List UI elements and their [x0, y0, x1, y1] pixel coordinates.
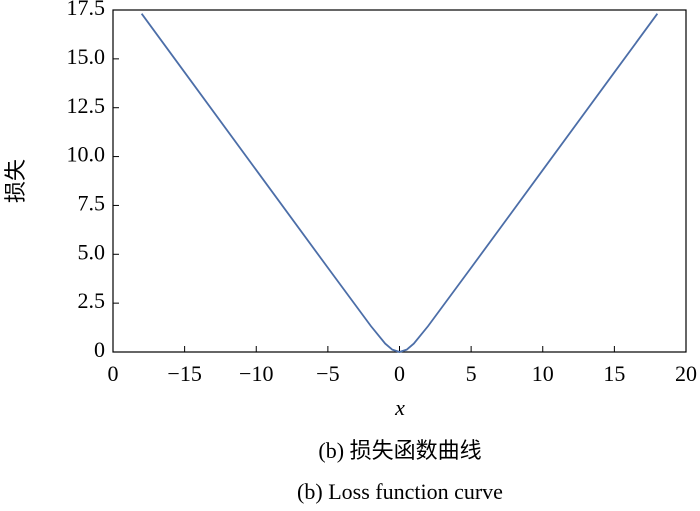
- x-tick-label: 20: [675, 361, 697, 386]
- x-axis-label: x: [394, 395, 405, 420]
- y-tick-label: 2.5: [78, 288, 106, 313]
- x-tick-label: 5: [466, 361, 477, 386]
- loss-curve: [140, 13, 659, 353]
- y-tick-label: 10.0: [67, 142, 106, 167]
- x-tick-label: 0: [394, 361, 405, 386]
- x-tick-label: 10: [532, 361, 554, 386]
- plot-frame: [112, 9, 687, 353]
- x-tick-label: −15: [167, 361, 201, 386]
- y-tick-label: 7.5: [78, 190, 106, 215]
- y-axis-label: 损失: [3, 159, 28, 203]
- x-tick-label: −5: [316, 361, 339, 386]
- y-tick-label: 15.0: [67, 44, 106, 69]
- y-tick-label: 5.0: [78, 239, 106, 264]
- caption-cn: (b) 损失函数曲线: [318, 438, 481, 463]
- x-tick-label: 15: [603, 361, 625, 386]
- y-tick-label: 12.5: [67, 93, 106, 118]
- caption-en: (b) Loss function curve: [297, 479, 503, 504]
- y-tick-label: 17.5: [67, 0, 106, 20]
- x-tick-label: −10: [239, 361, 273, 386]
- y-tick-label: 0: [94, 337, 105, 362]
- x-tick-label: 0: [108, 361, 119, 386]
